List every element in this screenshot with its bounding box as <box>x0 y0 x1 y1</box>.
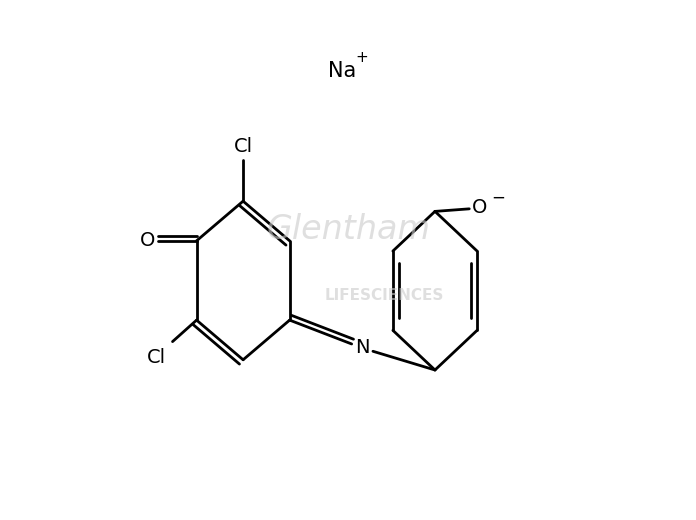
Text: O: O <box>473 198 488 217</box>
Text: Na: Na <box>328 61 356 81</box>
Text: −: − <box>491 189 505 206</box>
Text: O: O <box>140 231 155 250</box>
Text: LIFESCIENCES: LIFESCIENCES <box>324 288 443 303</box>
Text: +: + <box>356 50 368 66</box>
Text: Glentham: Glentham <box>266 213 430 246</box>
Text: Cl: Cl <box>148 348 166 367</box>
Text: Cl: Cl <box>234 137 253 156</box>
Text: N: N <box>355 338 370 357</box>
